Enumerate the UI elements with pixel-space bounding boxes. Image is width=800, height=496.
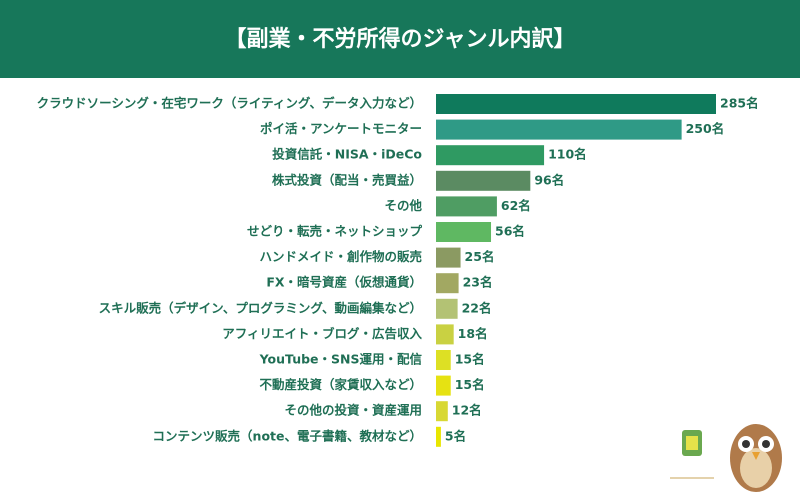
value-label: 56名 xyxy=(495,224,525,239)
value-label: 15名 xyxy=(455,377,485,392)
category-label: ポイ活・アンケートモニター xyxy=(260,121,422,136)
bar xyxy=(436,426,441,447)
value-label: 250名 xyxy=(686,121,725,136)
chart-title: 【副業・不労所得のジャンル内訳】 xyxy=(225,26,576,52)
bar xyxy=(436,401,448,422)
bar xyxy=(436,375,451,396)
bar xyxy=(436,350,451,370)
value-label: 18名 xyxy=(458,326,488,341)
value-label: 25名 xyxy=(465,249,495,264)
category-label: 不動産投資（家賃収入など） xyxy=(259,377,422,392)
category-label: コンテンツ販売（note、電子書籍、教材など） xyxy=(153,428,422,443)
category-label: 株式投資（配当・売買益） xyxy=(272,172,422,187)
bar xyxy=(436,196,497,217)
value-label: 62名 xyxy=(501,198,531,213)
category-label: その他 xyxy=(384,198,422,213)
header-band xyxy=(0,0,800,78)
bar xyxy=(436,94,716,114)
category-label: YouTube・SNS運用・配信 xyxy=(259,352,423,367)
value-label: 96名 xyxy=(534,172,564,187)
category-label: クラウドソーシング・在宅ワーク（ライティング、データ入力など） xyxy=(37,96,422,111)
bar xyxy=(436,222,492,242)
bar xyxy=(436,273,459,294)
value-label: 23名 xyxy=(463,275,493,290)
bar xyxy=(436,247,461,268)
category-label: せどり・転売・ネットショップ xyxy=(247,224,423,239)
bar xyxy=(436,119,682,140)
category-label: アフィリエイト・ブログ・広告収入 xyxy=(222,326,422,341)
value-label: 110名 xyxy=(548,147,587,162)
value-label: 12名 xyxy=(452,403,482,418)
category-label: その他の投資・資産運用 xyxy=(284,403,422,418)
bar xyxy=(436,298,458,319)
category-label: FX・暗号資産（仮想通貨） xyxy=(266,275,422,290)
value-label: 5名 xyxy=(445,428,466,443)
category-label: スキル販売（デザイン、プログラミング、動画編集など） xyxy=(99,300,422,315)
bar xyxy=(436,170,531,191)
category-label: ハンドメイド・創作物の販売 xyxy=(259,249,422,264)
value-label: 285名 xyxy=(720,96,759,111)
bar xyxy=(436,145,545,166)
value-label: 15名 xyxy=(455,352,485,367)
logo xyxy=(670,424,782,492)
bar xyxy=(436,324,454,345)
value-label: 22名 xyxy=(462,300,492,315)
category-label: 投資信託・NISA・iDeCo xyxy=(272,147,422,162)
